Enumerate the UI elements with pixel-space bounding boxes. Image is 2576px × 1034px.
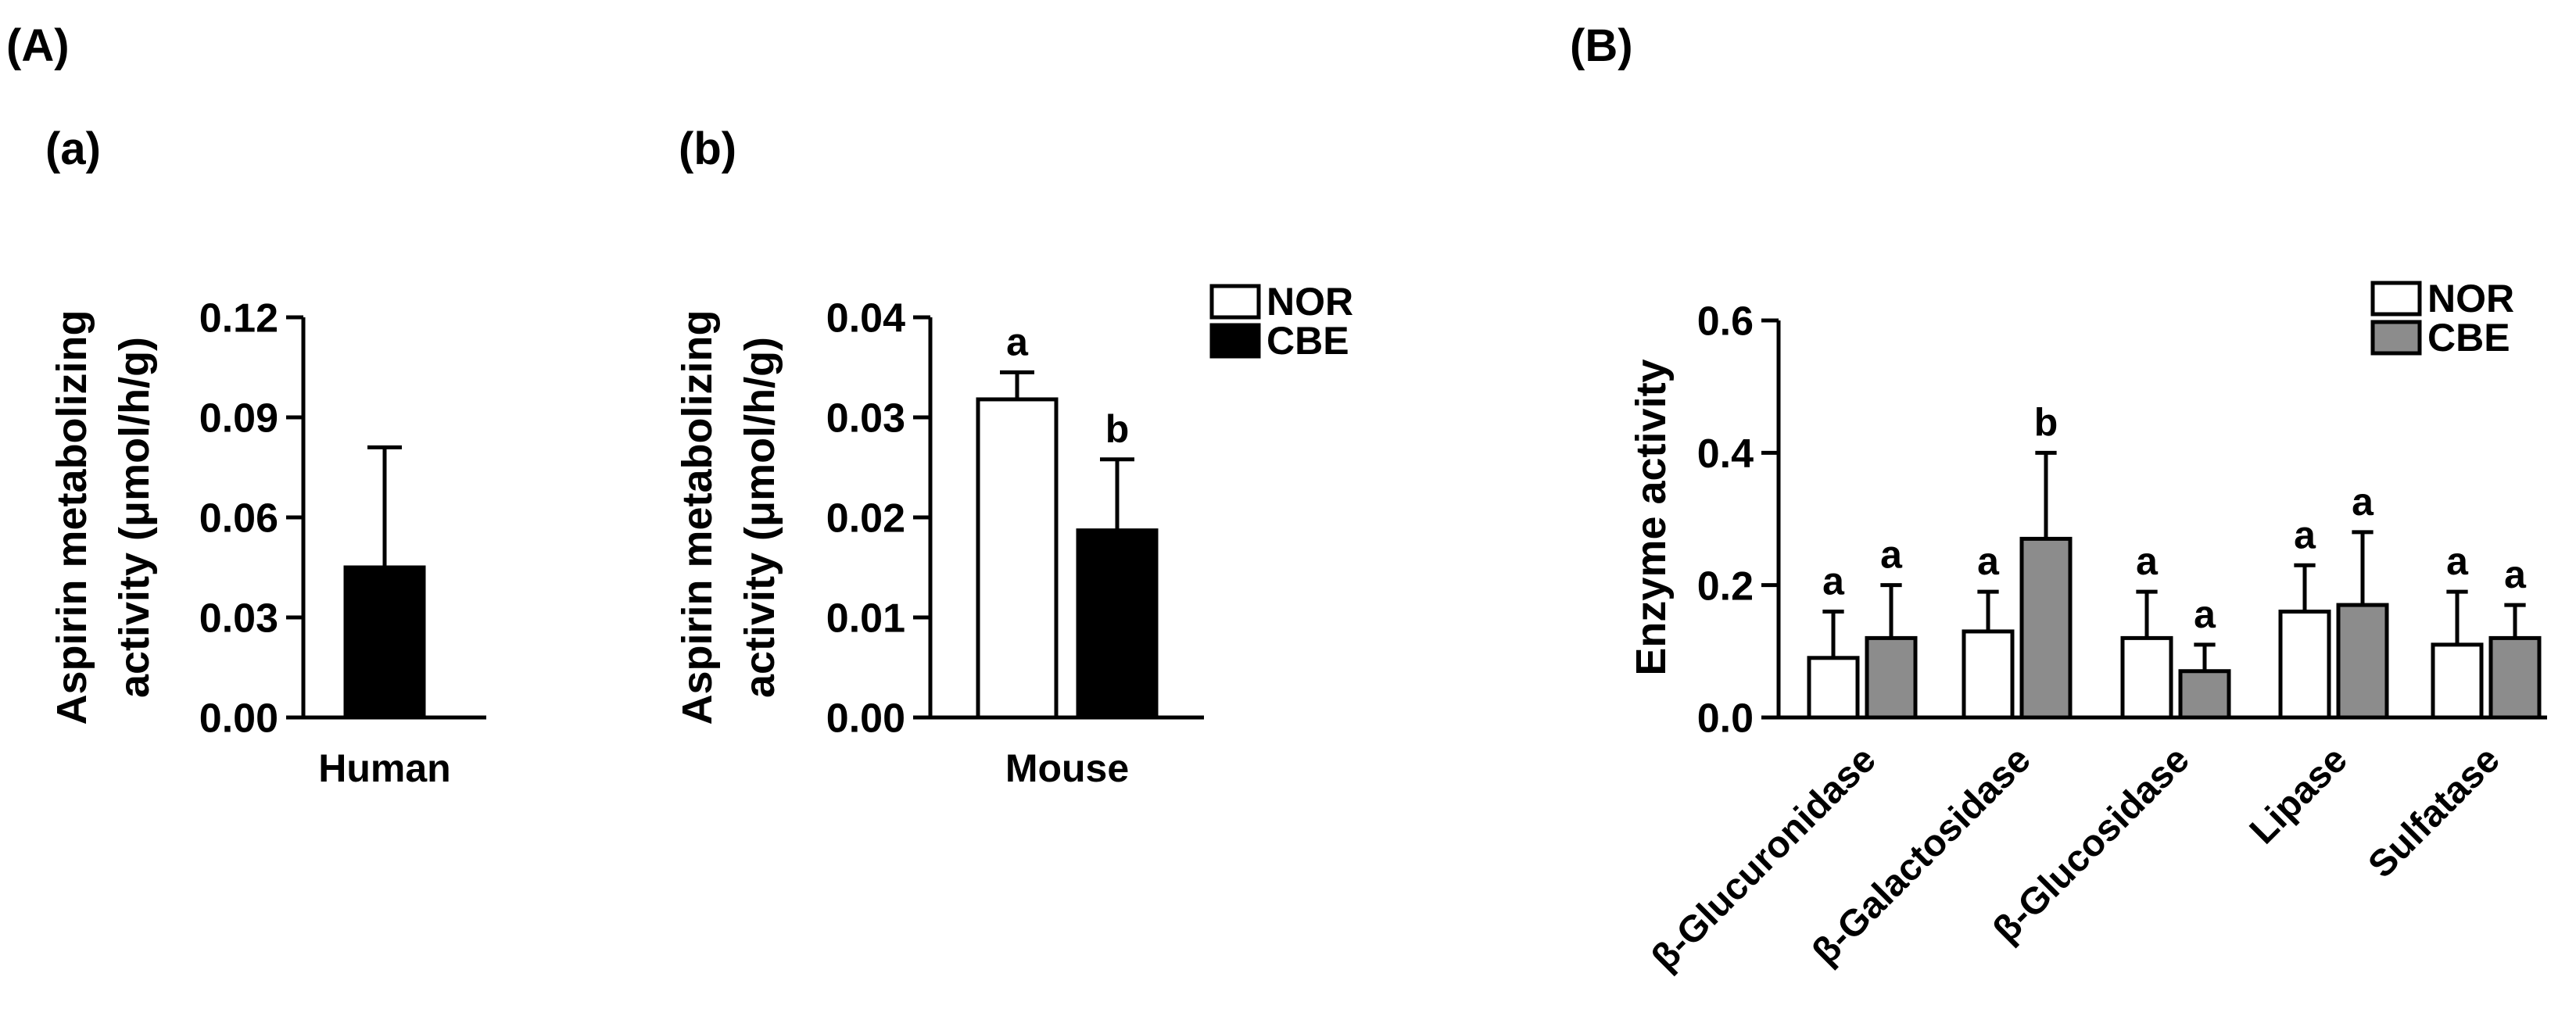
y-axis-title: activity (μmol/h/g)	[111, 337, 158, 698]
bar	[2120, 635, 2173, 720]
panel-label-b: (b)	[679, 123, 736, 174]
significance-letter: a	[1006, 320, 1029, 363]
bar	[1807, 656, 1860, 720]
bar	[976, 397, 1059, 720]
charts: 0.00 0.03 0.06 0.09 0.12 Aspirin metabolizing…	[48, 277, 2547, 979]
y-axis-title: Aspirin metabolizing	[48, 309, 95, 725]
legend-swatch	[1209, 284, 1261, 320]
legend-label: CBE	[1267, 319, 1349, 363]
bar	[1865, 635, 1918, 720]
y-tick-label: 0.09	[199, 396, 278, 442]
y-tick-label: 0.6	[1697, 299, 1754, 345]
legend-label: CBE	[2427, 316, 2510, 360]
y-tick-label: 0.00	[199, 696, 278, 742]
legend-label: NOR	[2427, 277, 2514, 320]
panel-label-B: (B)	[1570, 20, 1633, 71]
y-tick-label: 0.03	[826, 396, 905, 442]
significance-letter: a	[2294, 513, 2316, 556]
bar	[2178, 669, 2231, 720]
y-tick-label: 0.0	[1697, 696, 1754, 742]
chart-b: 0.00 0.01 0.02 0.03 0.04 Aspirin metabolizing…	[674, 280, 1353, 790]
significance-letter: a	[2446, 539, 2469, 583]
bar	[2278, 610, 2331, 720]
significance-letter: a	[2194, 592, 2216, 636]
bar	[1076, 528, 1159, 720]
legend-swatch	[2370, 320, 2422, 356]
y-tick-label: 0.12	[199, 296, 278, 342]
legend-swatch	[2370, 281, 2422, 317]
bar	[2019, 536, 2073, 720]
significance-letter: a	[2352, 480, 2374, 524]
x-tick-label: Mouse	[1005, 746, 1129, 790]
panel-label-a: (a)	[45, 123, 101, 174]
y-axis-title: Aspirin metabolizing	[674, 309, 721, 725]
y-axis-title: Enzyme activity	[1628, 359, 1675, 675]
legend-swatch	[1209, 323, 1261, 359]
x-tick-label: Human	[318, 746, 450, 790]
significance-letter: b	[2034, 400, 2058, 444]
significance-letter: a	[2136, 539, 2159, 583]
y-tick-label: 0.2	[1697, 564, 1754, 609]
bar	[1962, 629, 2015, 720]
y-tick-label: 0.02	[826, 496, 905, 542]
x-tick-label: Lipase	[2242, 739, 2356, 852]
x-tick-label: Sulfatase	[2360, 739, 2507, 886]
bar	[2488, 635, 2542, 720]
panel-label-A: (A)	[6, 20, 70, 71]
significance-letter: b	[1105, 407, 1130, 451]
chart-a: 0.00 0.03 0.06 0.09 0.12 Aspirin metabolizing…	[48, 296, 486, 790]
significance-letter: a	[1977, 539, 2000, 583]
bar	[2336, 603, 2389, 720]
y-tick-label: 0.03	[199, 596, 278, 642]
y-tick-label: 0.4	[1697, 431, 1754, 477]
bar	[343, 565, 426, 720]
bar	[2431, 642, 2484, 720]
y-axis-title: activity (μmol/h/g)	[736, 337, 783, 698]
significance-letter: a	[1822, 560, 1845, 603]
y-tick-label: 0.06	[199, 496, 278, 542]
y-tick-label: 0.04	[826, 296, 905, 342]
significance-letter: a	[1880, 533, 1903, 577]
significance-letter: a	[2504, 553, 2527, 596]
legend-label: NOR	[1267, 280, 1353, 324]
y-tick-label: 0.00	[826, 696, 905, 742]
y-tick-label: 0.01	[826, 596, 905, 642]
